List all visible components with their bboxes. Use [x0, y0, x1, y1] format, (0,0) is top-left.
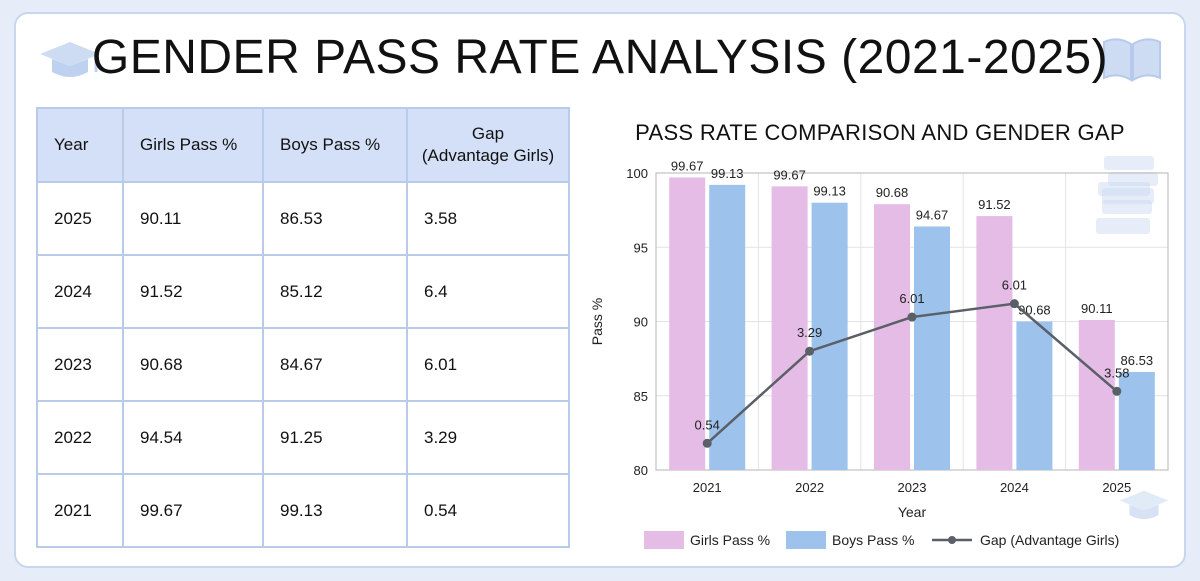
- x-tick-label: 2024: [1000, 480, 1029, 495]
- pass-rate-chart: 80 85 90 95 100 99.67 99.67 90.68 91.52 90.11 99.1…: [589, 158, 1169, 549]
- cell-year: 2024: [36, 254, 124, 329]
- cell-boys: 99.13: [262, 473, 408, 548]
- table-row: 2023 90.68 84.67 6.01: [36, 327, 570, 402]
- gap-line: [706, 302, 1118, 445]
- cell-boys: 84.67: [262, 327, 408, 402]
- cell-girls: 94.54: [122, 400, 264, 475]
- y-axis-label: Pass %: [589, 298, 605, 345]
- cell-year: 2021: [36, 473, 124, 548]
- gap-point: [1009, 299, 1019, 309]
- cell-gap: 3.29: [406, 400, 570, 475]
- legend-label: Gap (Advantage Girls): [980, 532, 1119, 548]
- gap-point: [702, 438, 712, 448]
- pass-rate-table: Year Girls Pass % Boys Pass % Gap (Advan…: [36, 107, 570, 548]
- bar-girls: [1078, 320, 1115, 470]
- plot-frame: [655, 172, 1169, 471]
- bar-girls: [874, 204, 910, 470]
- legend-swatch: [786, 531, 826, 549]
- table-row: 2025 90.11 86.53 3.58: [36, 181, 570, 256]
- cell-girls: 99.67: [122, 473, 264, 548]
- cell-girls: 90.68: [122, 327, 264, 402]
- y-tick-label: 95: [634, 240, 648, 255]
- table-row: 2022 94.54 91.25 3.29: [36, 400, 570, 475]
- cell-year: 2023: [36, 327, 124, 402]
- cell-year: 2022: [36, 400, 124, 475]
- cell-boys: 86.53: [262, 181, 408, 256]
- bar-boys: [811, 202, 848, 470]
- column-header-boys: Boys Pass %: [262, 107, 408, 183]
- y-tick-label: 80: [634, 463, 648, 478]
- bar-data-label: 99.13: [711, 166, 744, 181]
- column-header-gap: Gap (Advantage Girls): [406, 107, 570, 183]
- page-title: GENDER PASS RATE ANALYSIS (2021-2025): [91, 31, 1109, 84]
- table-row: 2021 99.67 99.13 0.54: [36, 473, 570, 548]
- bar-data-label: 99.67: [773, 167, 806, 182]
- legend-label: Boys Pass %: [832, 532, 914, 548]
- graduation-cap-icon: [40, 42, 100, 77]
- bar-data-label: 99.13: [813, 184, 846, 199]
- bar-data-label: 94.67: [916, 207, 949, 222]
- y-tick-label: 90: [634, 315, 648, 330]
- table-row: 2024 91.52 85.12 6.4: [36, 254, 570, 329]
- bar-girls: [669, 177, 706, 470]
- bar-girls: [976, 216, 1013, 470]
- book-stack-icon: [1102, 156, 1158, 204]
- bar-boys: [914, 226, 950, 470]
- gap-data-label: 3.29: [797, 325, 822, 340]
- bar-data-label: 90.11: [1081, 301, 1113, 316]
- bar-boys: [709, 184, 746, 470]
- bar-girls: [771, 186, 808, 471]
- y-tick-label: 100: [626, 166, 648, 181]
- bar-boys: [1016, 321, 1053, 470]
- cell-year: 2025: [36, 181, 124, 256]
- column-header-year: Year: [36, 107, 124, 183]
- cell-gap: 6.4: [406, 254, 570, 329]
- gap-header-line1: Gap: [471, 124, 505, 143]
- legend-label: Girls Pass %: [690, 532, 770, 548]
- legend-swatch: [644, 531, 684, 549]
- x-tick-label: 2025: [1102, 480, 1131, 495]
- gap-data-label: 3.58: [1104, 365, 1129, 380]
- open-book-icon: [1103, 38, 1161, 82]
- cell-gap: 3.58: [406, 181, 570, 256]
- graduation-cap-icon: [1119, 490, 1169, 520]
- x-axis-label: Year: [898, 504, 927, 520]
- chart-title: PASS RATE COMPARISON AND GENDER GAP: [635, 120, 1125, 145]
- bar-boys: [1118, 371, 1155, 470]
- legend-marker: [948, 536, 956, 544]
- x-tick-label: 2023: [898, 480, 927, 495]
- bar-data-label: 99.67: [671, 158, 704, 173]
- bar-data-label: 90.68: [876, 185, 909, 200]
- gap-point: [1112, 386, 1122, 396]
- gap-data-label: 6.01: [899, 291, 924, 306]
- cell-girls: 90.11: [122, 181, 264, 256]
- cell-girls: 91.52: [122, 254, 264, 329]
- cell-gap: 0.54: [406, 473, 570, 548]
- column-header-girls: Girls Pass %: [122, 107, 264, 183]
- gap-header-line2: (Advantage Girls): [421, 146, 555, 165]
- gap-point: [907, 312, 917, 322]
- cell-gap: 6.01: [406, 327, 570, 402]
- bar-data-label: 86.53: [1121, 353, 1154, 368]
- table-header-row: Year Girls Pass % Boys Pass % Gap (Advan…: [36, 107, 570, 183]
- gap-point: [805, 346, 815, 356]
- y-tick-label: 85: [634, 389, 648, 404]
- gap-data-label: 6.01: [1002, 278, 1027, 293]
- cell-boys: 91.25: [262, 400, 408, 475]
- gap-data-label: 0.54: [695, 417, 720, 432]
- bar-data-label: 91.52: [978, 197, 1011, 212]
- x-tick-label: 2021: [693, 480, 722, 495]
- book-stack-icon: [1096, 182, 1152, 234]
- x-tick-label: 2022: [795, 480, 824, 495]
- cell-boys: 85.12: [262, 254, 408, 329]
